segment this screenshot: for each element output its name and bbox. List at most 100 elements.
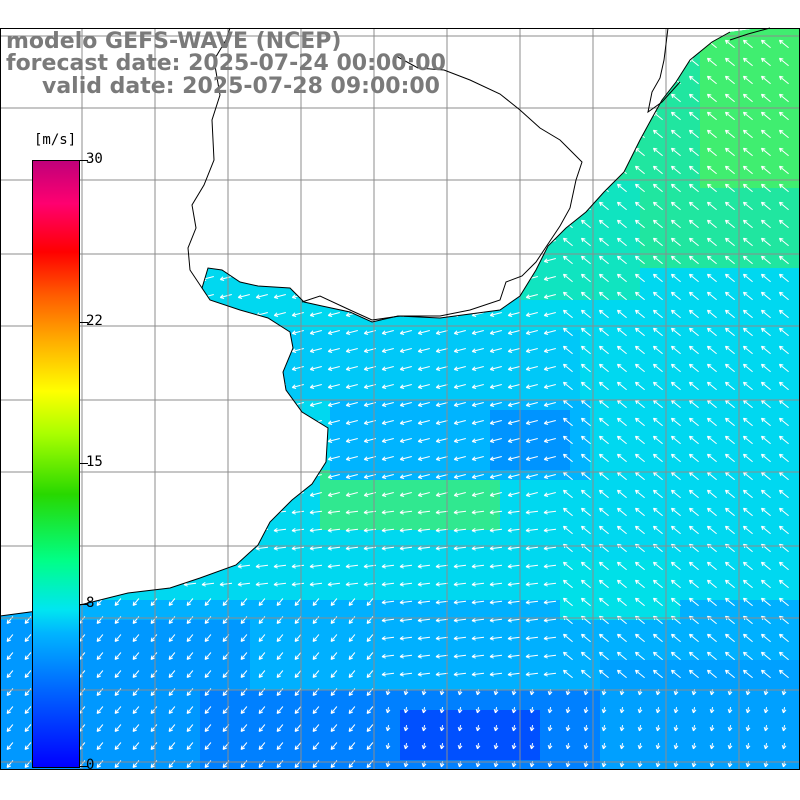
wind-arrow bbox=[619, 742, 625, 750]
wind-arrow bbox=[616, 327, 627, 337]
wind-arrow bbox=[562, 309, 573, 319]
wind-arrow bbox=[132, 706, 140, 714]
wind-arrow bbox=[381, 366, 394, 371]
wind-arrow bbox=[24, 670, 32, 678]
wind-arrow bbox=[489, 366, 502, 371]
wind-arrow bbox=[489, 635, 503, 641]
wind-arrow bbox=[727, 742, 733, 750]
wind-arrow bbox=[399, 330, 412, 335]
wind-arrow bbox=[453, 474, 466, 479]
wind-arrow bbox=[543, 563, 557, 569]
wind-arrow bbox=[453, 420, 466, 425]
wind-arrow bbox=[525, 617, 539, 623]
wind-arrow bbox=[273, 581, 287, 587]
wind-arrow bbox=[312, 742, 320, 750]
wind-arrow bbox=[652, 345, 663, 355]
wind-arrow bbox=[417, 527, 431, 533]
wind-arrow bbox=[399, 438, 412, 443]
wind-arrow bbox=[778, 165, 789, 175]
wind-arrow bbox=[778, 255, 789, 265]
wind-arrow bbox=[475, 706, 481, 714]
wind-arrow bbox=[330, 652, 338, 660]
wind-arrow bbox=[745, 742, 751, 750]
wind-arrow bbox=[309, 527, 323, 533]
wind-arrow bbox=[724, 381, 735, 391]
wind-arrow bbox=[562, 345, 573, 355]
wind-arrow bbox=[525, 420, 538, 425]
wind-arrow bbox=[453, 671, 467, 677]
wind-arrow bbox=[132, 670, 140, 678]
wind-arrow bbox=[742, 291, 753, 301]
wind-arrow bbox=[652, 435, 663, 445]
wind-arrow bbox=[634, 273, 645, 283]
wind-arrow bbox=[760, 111, 771, 121]
wind-arrow bbox=[493, 706, 499, 714]
wind-arrow bbox=[132, 652, 140, 660]
wind-arrow bbox=[273, 545, 287, 551]
wind-arrow bbox=[724, 435, 735, 445]
wind-arrow bbox=[562, 237, 573, 247]
wind-arrow bbox=[489, 402, 502, 407]
wind-arrow bbox=[652, 309, 663, 319]
wind-arrow bbox=[435, 563, 449, 569]
wind-arrow bbox=[507, 527, 521, 533]
wind-arrow bbox=[706, 363, 717, 373]
wind-arrow bbox=[348, 634, 356, 642]
wind-arrow bbox=[688, 219, 699, 229]
wind-arrow bbox=[652, 183, 663, 193]
wind-arrow bbox=[655, 742, 661, 750]
wind-arrow bbox=[417, 653, 431, 659]
wind-arrow bbox=[489, 312, 502, 317]
country-border bbox=[187, 27, 231, 289]
wind-arrow bbox=[706, 579, 717, 589]
wind-arrow bbox=[240, 724, 248, 732]
wind-arrow bbox=[417, 384, 430, 389]
wind-arrow bbox=[309, 348, 322, 353]
wind-arrow bbox=[543, 258, 556, 263]
wind-arrow bbox=[778, 309, 789, 319]
wind-arrow bbox=[670, 255, 681, 265]
wind-arrow bbox=[778, 237, 789, 247]
wind-arrow bbox=[366, 742, 374, 750]
wind-arrow bbox=[381, 420, 394, 425]
wind-arrow bbox=[543, 348, 556, 353]
wind-arrow bbox=[580, 345, 591, 355]
wind-arrow bbox=[670, 129, 681, 139]
wind-arrow bbox=[327, 330, 340, 335]
wind-arrow bbox=[471, 509, 485, 515]
wind-arrow bbox=[634, 579, 645, 589]
wind-arrow bbox=[204, 652, 212, 660]
wind-arrow bbox=[781, 706, 787, 714]
wind-arrow bbox=[778, 57, 789, 67]
wind-arrow bbox=[760, 579, 771, 589]
wind-arrow bbox=[435, 671, 449, 677]
wind-arrow bbox=[276, 706, 284, 714]
wind-arrow bbox=[348, 706, 356, 714]
wind-arrow bbox=[616, 561, 627, 571]
wind-arrow bbox=[240, 598, 248, 606]
wind-arrow bbox=[525, 653, 539, 659]
wind-arrow bbox=[381, 509, 395, 515]
wind-arrow bbox=[327, 492, 340, 497]
wind-arrow bbox=[457, 706, 463, 714]
country-border bbox=[729, 27, 771, 41]
wind-arrow bbox=[276, 724, 284, 732]
wind-arrow bbox=[781, 742, 787, 750]
valid-date: valid date: 2025-07-28 09:00:00 bbox=[42, 74, 440, 99]
wind-arrow bbox=[652, 219, 663, 229]
wind-arrow bbox=[634, 201, 645, 211]
wind-arrow bbox=[453, 599, 467, 605]
wind-arrow bbox=[381, 348, 394, 353]
wind-arrow bbox=[385, 742, 391, 750]
wind-arrow bbox=[330, 742, 338, 750]
wind-arrow bbox=[724, 597, 735, 607]
wind-arrow bbox=[435, 617, 449, 623]
wind-arrow bbox=[417, 402, 430, 407]
wind-arrow bbox=[688, 273, 699, 283]
wind-arrow bbox=[742, 453, 753, 463]
wind-arrow bbox=[345, 330, 358, 335]
wind-arrow bbox=[327, 456, 340, 461]
wind-arrow bbox=[453, 563, 467, 569]
wind-arrow bbox=[525, 509, 539, 515]
wind-arrow bbox=[493, 724, 499, 732]
